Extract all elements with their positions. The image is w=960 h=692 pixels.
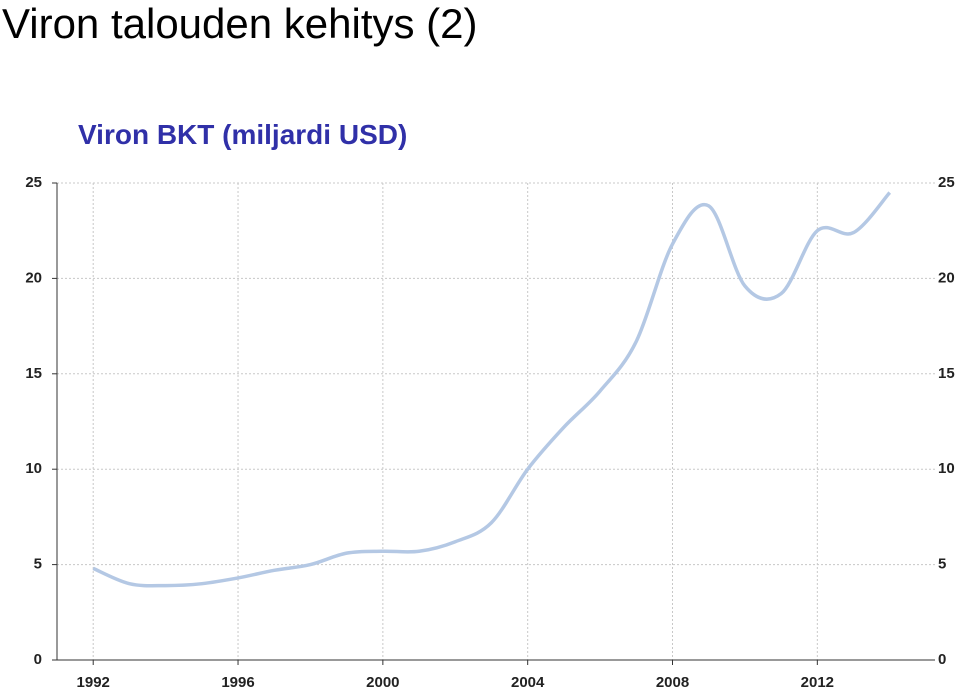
chart-subtitle: Viron BKT (miljardi USD)	[78, 119, 407, 150]
y2-tick-label: 25	[938, 174, 955, 191]
x-tick-label: 2004	[511, 674, 545, 691]
slide-title: Viron talouden kehitys (2)	[2, 0, 478, 47]
x-tick-label: 1992	[77, 674, 110, 691]
y2-tick-label: 15	[938, 365, 955, 382]
y2-tick-label: 5	[938, 556, 946, 573]
y-tick-label: 5	[34, 556, 42, 573]
y-tick-label: 0	[34, 651, 42, 668]
x-tick-label: 1996	[221, 674, 254, 691]
y2-tick-label: 0	[938, 651, 946, 668]
y-tick-label: 10	[25, 460, 42, 477]
y2-tick-label: 10	[938, 460, 955, 477]
y-tick-label: 25	[25, 174, 42, 191]
y2-tick-label: 20	[938, 269, 955, 286]
x-tick-label: 2012	[801, 674, 834, 691]
data-line	[92, 191, 892, 588]
x-tick-label: 2000	[366, 674, 399, 691]
x-tick-label: 2008	[656, 674, 689, 691]
y-tick-label: 15	[25, 365, 42, 382]
y-tick-label: 20	[25, 269, 42, 286]
